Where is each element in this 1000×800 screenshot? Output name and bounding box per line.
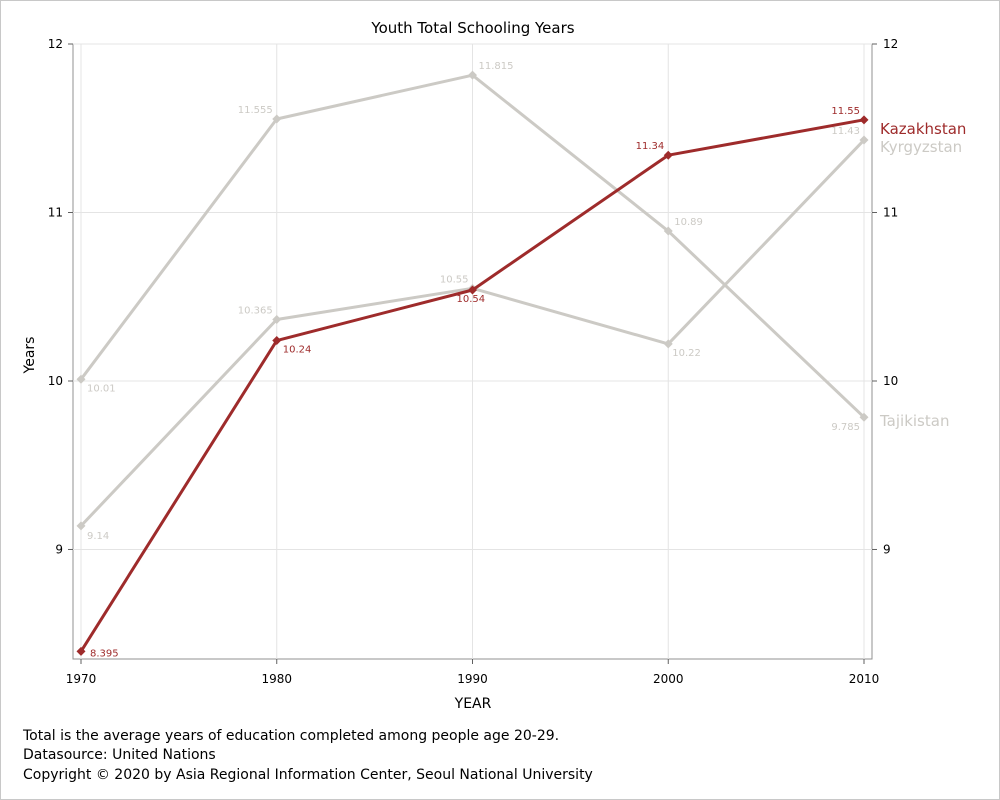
data-point	[468, 70, 477, 80]
axes: 1970 1980 1990 2000 2010 9 9 10 10 11 11 12 12	[48, 37, 899, 686]
y-tick-label-right: 12	[883, 37, 898, 51]
data-label: 11.555	[238, 105, 273, 116]
y-tick-label-right: 11	[883, 205, 898, 219]
data-point	[76, 646, 86, 656]
data-label: 9.785	[831, 422, 860, 433]
data-label: 10.22	[672, 348, 701, 359]
y-tick-label-left: 9	[55, 542, 63, 556]
footnote-copyright: Copyright © 2020 by Asia Regional Inform…	[23, 767, 593, 783]
x-tick-label: 1970	[66, 672, 97, 686]
data-label: 10.01	[87, 383, 116, 394]
x-tick-label: 1990	[457, 672, 488, 686]
y-tick-label-right: 9	[883, 542, 891, 556]
series-layer: 9.1410.36510.5510.2211.43Kyrgyzstan10.01…	[76, 61, 966, 659]
data-label: 8.395	[90, 648, 119, 659]
x-axis-label: YEAR	[454, 696, 492, 712]
data-label: 10.89	[674, 217, 703, 228]
x-tick-label: 2010	[849, 672, 880, 686]
series-end-label: Kazakhstan	[880, 120, 966, 138]
series-kazakhstan: 8.395 10.24 10.54 11.34 11.55 Kazakhstan	[76, 106, 966, 659]
data-label: 9.14	[87, 531, 109, 542]
data-point	[272, 114, 282, 124]
data-point	[76, 521, 86, 531]
data-point	[663, 150, 673, 160]
series-kyrgyzstan: 9.14 10.365 10.55 10.22 11.43 Kyrgyzstan	[76, 126, 962, 542]
data-label: 10.55	[440, 274, 469, 285]
y-tick-label-left: 10	[48, 374, 63, 388]
data-point	[859, 115, 869, 125]
x-tick-label: 1980	[261, 672, 292, 686]
series-tajikistan: 10.01 11.555 11.815 10.89 9.785 Tajikistan	[76, 61, 949, 433]
x-tick-label: 2000	[653, 672, 684, 686]
data-point	[859, 135, 869, 145]
footnote-datasource: Datasource: United Nations	[23, 747, 216, 763]
data-point	[663, 226, 673, 236]
data-label: 11.43	[831, 126, 860, 137]
chart-title: Youth Total Schooling Years	[370, 19, 574, 37]
y-tick-label-left: 12	[48, 37, 63, 51]
gridlines	[73, 43, 872, 659]
y-tick-label-left: 11	[48, 205, 63, 219]
data-label: 11.34	[636, 141, 665, 152]
footnote-definition: Total is the average years of education …	[23, 728, 560, 744]
series-end-label: Tajikistan	[879, 412, 949, 430]
data-point	[663, 339, 673, 349]
y-tick-label-right: 10	[883, 374, 898, 388]
data-label: 11.815	[479, 61, 514, 72]
data-label: 10.365	[238, 305, 273, 316]
data-point	[272, 314, 282, 324]
data-label: 10.54	[457, 294, 486, 305]
data-point	[468, 285, 477, 295]
data-label: 10.24	[283, 345, 312, 356]
data-point	[272, 336, 282, 346]
data-point	[76, 374, 86, 384]
y-axis-label: Years	[22, 337, 38, 375]
data-label: 11.55	[831, 106, 860, 117]
series-end-label: Kyrgyzstan	[880, 138, 962, 156]
data-point	[859, 412, 869, 422]
